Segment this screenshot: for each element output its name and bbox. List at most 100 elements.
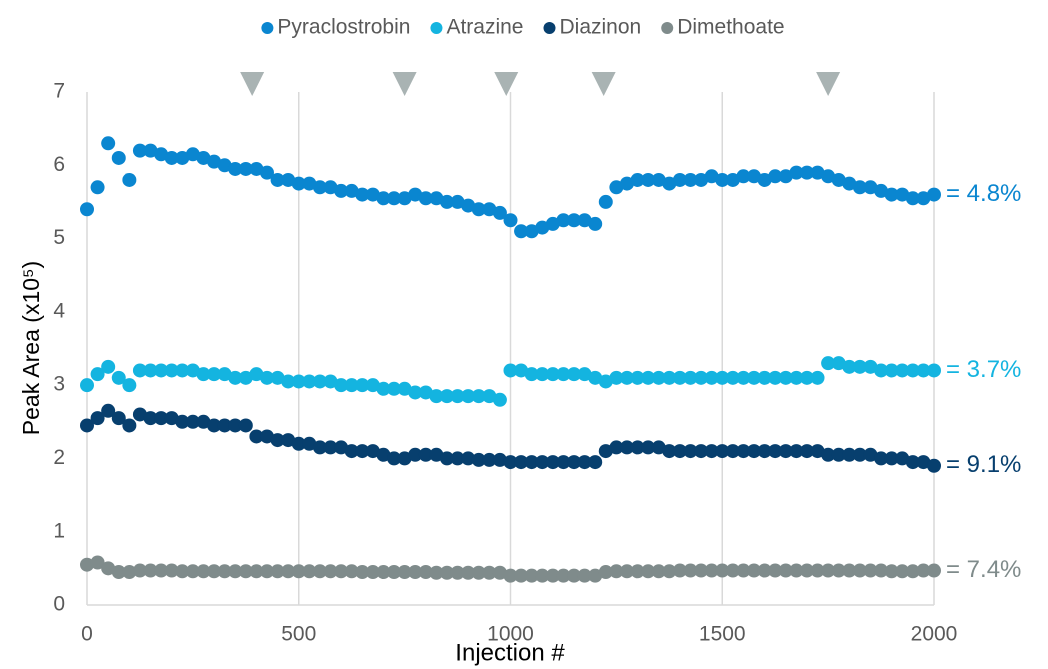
point [747, 370, 762, 385]
point [365, 187, 380, 202]
point [80, 378, 94, 393]
point [397, 191, 412, 206]
point [207, 564, 222, 579]
point [154, 563, 169, 578]
point [715, 444, 730, 459]
point [651, 440, 666, 455]
point [344, 378, 359, 393]
point [154, 411, 169, 426]
x-tick-label: 1500 [699, 623, 746, 646]
point [365, 565, 380, 580]
point [874, 363, 889, 378]
point [556, 367, 571, 382]
point [344, 564, 359, 579]
point [450, 194, 465, 209]
point [662, 176, 677, 191]
point [778, 444, 793, 459]
point [789, 165, 804, 180]
series-1 [80, 356, 941, 407]
point [736, 563, 751, 578]
point [545, 455, 560, 470]
point [461, 198, 476, 213]
point [905, 455, 920, 470]
point [916, 455, 931, 470]
point [895, 451, 910, 466]
point [259, 370, 274, 385]
point [672, 563, 687, 578]
point [387, 565, 402, 580]
point [132, 407, 147, 422]
point [874, 451, 889, 466]
point [757, 444, 772, 459]
point [228, 161, 243, 176]
point [672, 370, 687, 385]
point [249, 429, 264, 444]
point [577, 367, 592, 382]
point [217, 367, 232, 382]
point [101, 403, 116, 418]
point [704, 563, 719, 578]
point [185, 564, 200, 579]
point [799, 563, 814, 578]
point [662, 564, 677, 579]
point [810, 563, 825, 578]
point [588, 370, 603, 385]
point [641, 370, 656, 385]
point [768, 444, 783, 459]
point [736, 370, 751, 385]
point [810, 444, 825, 459]
point [821, 356, 836, 371]
point [122, 565, 137, 580]
point [747, 169, 762, 184]
point [461, 565, 476, 580]
point [418, 385, 433, 400]
point [736, 169, 751, 184]
point [111, 370, 126, 385]
point [630, 370, 645, 385]
legend-marker [543, 22, 556, 34]
point [344, 183, 359, 198]
point [471, 389, 486, 404]
point [207, 154, 222, 169]
point [228, 564, 243, 579]
point [111, 411, 126, 426]
point [863, 447, 878, 462]
point [651, 172, 666, 187]
point [439, 451, 454, 466]
point [895, 187, 910, 202]
point [408, 187, 423, 202]
point [461, 389, 476, 404]
point [429, 389, 444, 404]
point [556, 568, 571, 583]
point [884, 451, 899, 466]
point [789, 563, 804, 578]
point [291, 374, 306, 389]
point [895, 564, 910, 579]
point [715, 370, 730, 385]
point [249, 564, 264, 579]
point [556, 455, 571, 470]
point [683, 172, 698, 187]
point [567, 213, 582, 228]
point [281, 564, 296, 579]
point [270, 370, 285, 385]
point [598, 194, 613, 209]
point [927, 458, 941, 473]
point [799, 370, 814, 385]
point [768, 370, 783, 385]
point [503, 455, 518, 470]
point [927, 563, 941, 578]
point [80, 418, 94, 433]
point [842, 359, 857, 374]
point [281, 433, 296, 448]
point [567, 455, 582, 470]
point [863, 563, 878, 578]
point [450, 565, 465, 580]
point [884, 363, 899, 378]
point [270, 433, 285, 448]
point [598, 565, 613, 580]
point [461, 451, 476, 466]
point [111, 565, 126, 580]
point [662, 370, 677, 385]
point [365, 444, 380, 459]
